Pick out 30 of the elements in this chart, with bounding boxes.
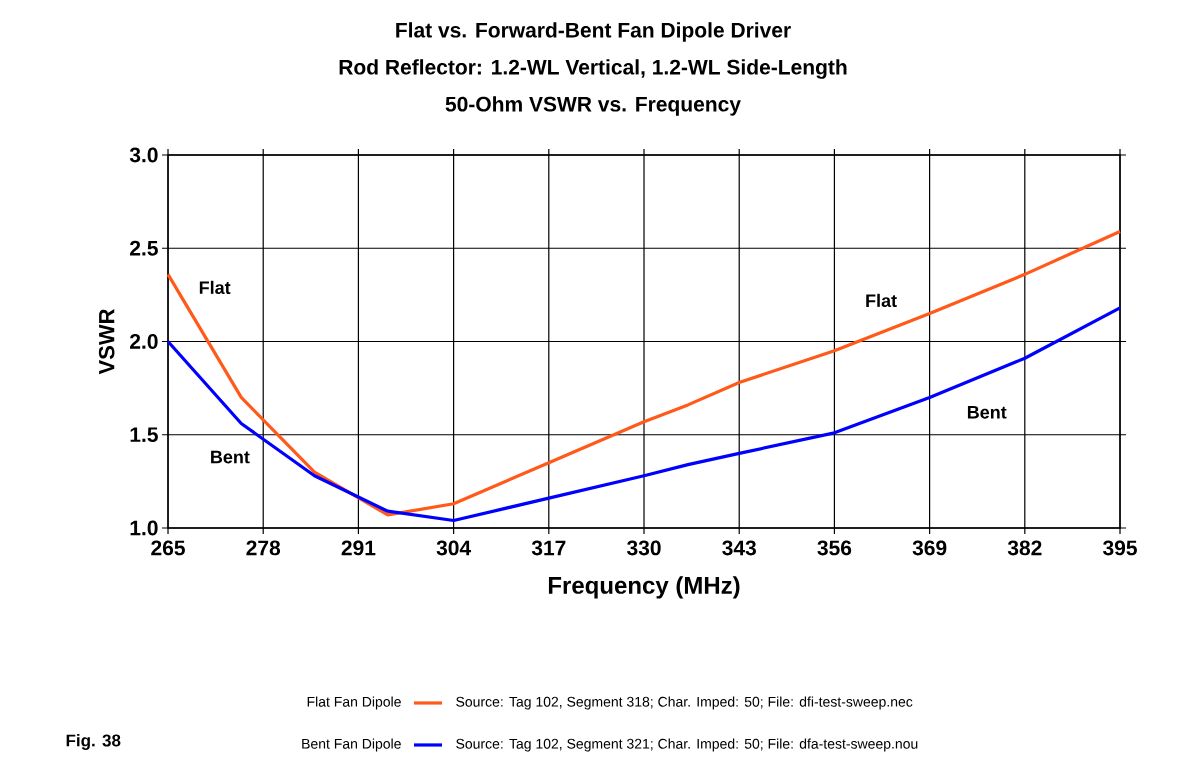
annotation: Bent [967,406,1007,419]
x-tick-label: 330 [626,540,661,556]
x-tick-label: 343 [722,540,756,556]
chart-title: Flat vs. Forward-Bent Fan Dipole Driver Rod Reflector: 1.2-WL Vertical, 1.2-WL Side-Length 50-Ohm VSWR vs. Frequency [339,22,847,116]
y-tick-label: 2.5 [130,240,158,256]
annotation: Flat [866,293,897,308]
legend-label: Flat Fan Dipole [307,696,401,710]
source-note: Source: Tag 102, Segment 318; Char. Imped: 50; File: dfi-test-sweep.nec [456,696,913,710]
x-tick-label: 395 [1102,540,1137,556]
x-axis-title: Frequency (MHz) [548,576,740,599]
y-axis-title: VSWR [98,308,115,375]
x-tick-label: 317 [531,540,566,556]
legend-label: Bent Fan Dipole [302,738,401,752]
y-tick-label: 3.0 [129,147,158,163]
x-tick-label: 265 [151,540,185,556]
x-tick-label: 291 [341,540,376,556]
line-series [166,306,1122,523]
x-tick-label: 369 [912,540,947,556]
x-tick-label: 278 [246,540,281,556]
caption: Fig. 38 [66,734,121,750]
annotation: Bent [211,450,250,464]
y-tick-label: 1.0 [130,520,158,536]
x-tick-label: 304 [436,540,472,556]
y-tick-label: 2.0 [130,334,158,349]
annotation: Flat [199,280,231,294]
line-series [166,229,1122,517]
y-tick-label: 1.5 [130,427,158,443]
source-note: Source: Tag 102, Segment 321; Char. Imped: 50; File: dfa-test-sweep.nou [456,738,918,752]
x-tick-label: 382 [1007,540,1042,556]
x-tick-label: 356 [817,540,852,556]
